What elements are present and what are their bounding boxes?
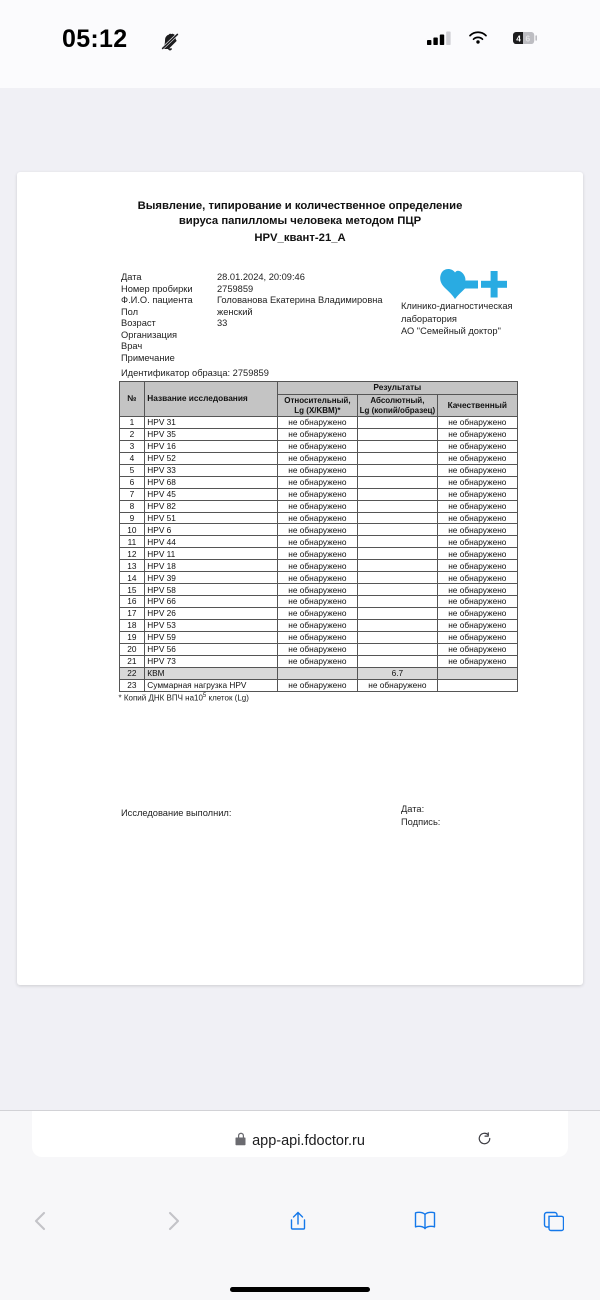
svg-text:6: 6: [525, 33, 530, 43]
svg-text:4: 4: [516, 33, 521, 43]
